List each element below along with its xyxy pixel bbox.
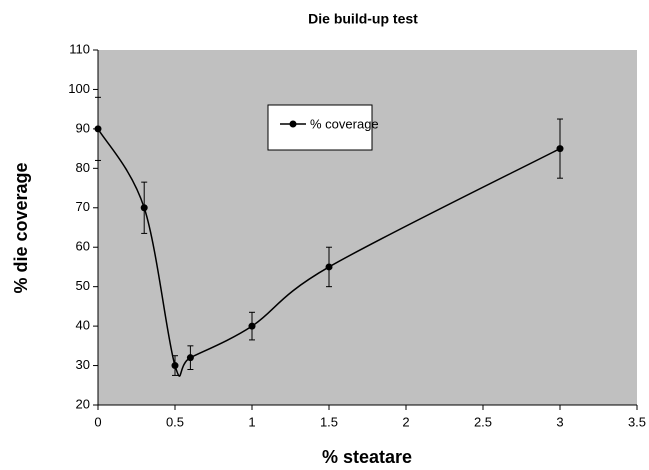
y-tick-label: 30 xyxy=(76,357,90,372)
y-tick-label: 40 xyxy=(76,318,90,333)
y-tick-label: 90 xyxy=(76,120,90,135)
marker xyxy=(171,362,179,370)
x-tick-label: 1 xyxy=(248,414,255,429)
marker xyxy=(248,322,256,330)
legend-marker xyxy=(289,120,297,128)
x-tick-label: 0.5 xyxy=(166,414,184,429)
y-tick-label: 60 xyxy=(76,239,90,254)
x-tick-label: 3 xyxy=(556,414,563,429)
series-line xyxy=(97,128,561,377)
marker xyxy=(140,204,148,212)
y-tick-label: 100 xyxy=(68,81,90,96)
y-axis-label: % die coverage xyxy=(11,162,31,293)
marker xyxy=(186,354,194,362)
x-tick-label: 2 xyxy=(402,414,409,429)
legend-label: % coverage xyxy=(310,116,379,131)
chart-title: Die build-up test xyxy=(308,11,418,27)
x-tick-label: 3.5 xyxy=(628,414,646,429)
legend-box xyxy=(267,104,373,151)
marker xyxy=(556,145,564,153)
y-tick-label: 70 xyxy=(76,199,90,214)
x-tick-label: 1.5 xyxy=(320,414,338,429)
x-axis-label: % steatare xyxy=(322,447,412,467)
plot-area xyxy=(98,50,637,405)
x-tick-label: 0 xyxy=(94,414,101,429)
y-tick-label: 110 xyxy=(69,41,90,56)
y-tick-label: 80 xyxy=(76,160,90,175)
x-tick-label: 2.5 xyxy=(474,414,492,429)
marker xyxy=(94,125,102,133)
y-tick-label: 20 xyxy=(76,396,90,411)
marker xyxy=(325,263,333,271)
y-tick-label: 50 xyxy=(76,278,90,293)
